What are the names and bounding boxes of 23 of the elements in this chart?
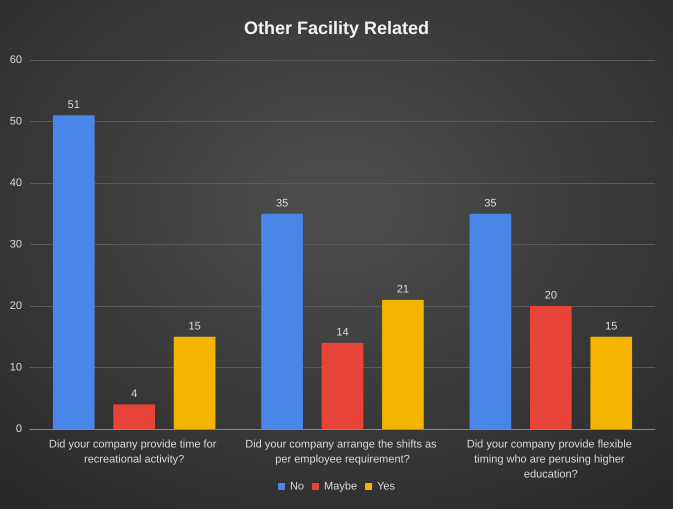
y-tick-label: 20 — [10, 300, 22, 312]
y-tick-label: 0 — [16, 423, 22, 435]
x-tick-label: Did your company provide flexible timing who are perusing higher education? — [466, 438, 635, 480]
legend-label: No — [290, 480, 304, 492]
data-label: 15 — [605, 320, 618, 332]
y-tick-label: 40 — [10, 177, 22, 189]
x-tick-label: Did your company arrange the shifts as per employee requirement? — [245, 438, 440, 466]
y-tick-label: 60 — [10, 54, 22, 66]
x-tick-label: Did your company provide time for recreational activity? — [48, 438, 220, 466]
data-label: 35 — [484, 197, 497, 210]
data-label: 35 — [276, 197, 288, 210]
data-label: 20 — [544, 290, 557, 302]
legend-label: Maybe — [324, 480, 358, 492]
data-label: 51 — [68, 98, 80, 111]
data-label: 14 — [336, 326, 349, 338]
data-label: 15 — [188, 320, 201, 332]
data-label: 4 — [131, 388, 138, 400]
legend-label: Yes — [377, 480, 396, 492]
y-tick-label: 10 — [10, 362, 22, 374]
data-label: 21 — [396, 283, 410, 296]
y-tick-label: 50 — [10, 116, 22, 128]
y-tick-label: 30 — [10, 238, 22, 250]
chart-title: Other Facility Related — [244, 18, 430, 38]
